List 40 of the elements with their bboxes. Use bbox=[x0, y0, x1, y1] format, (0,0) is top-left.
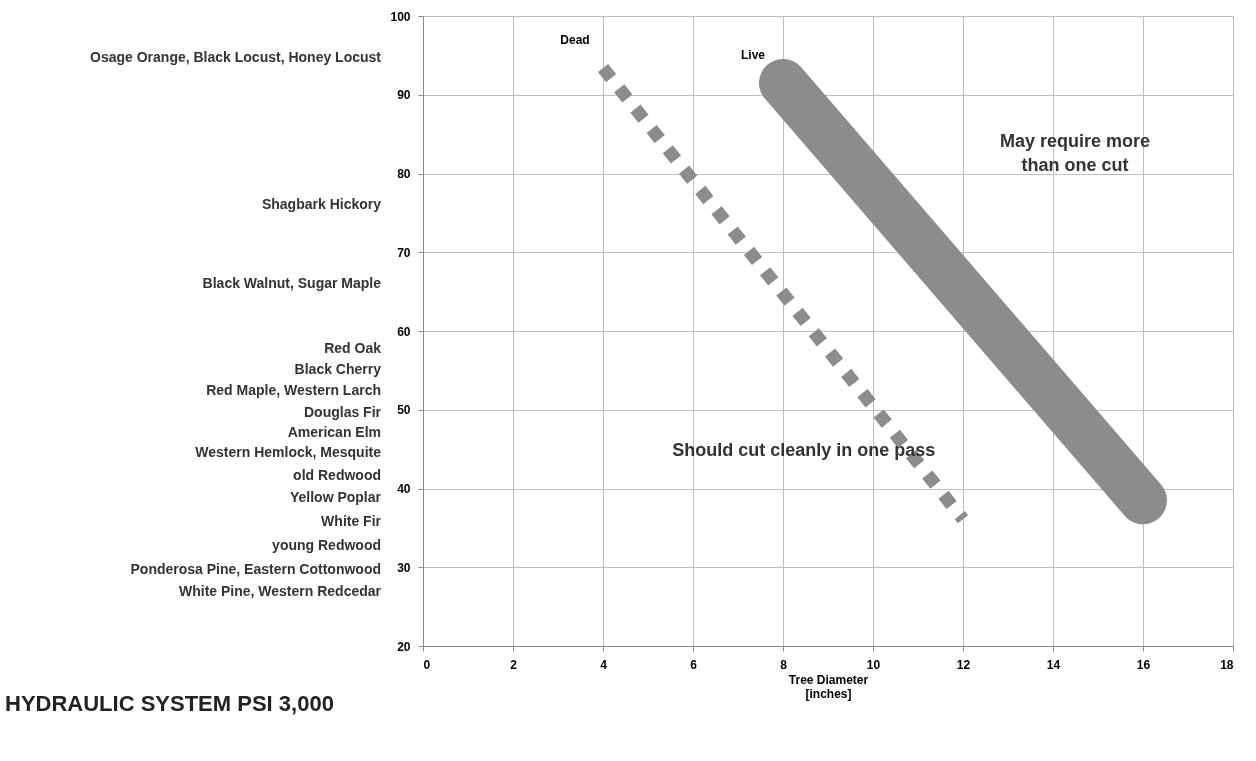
x-tick-label: 6 bbox=[690, 657, 698, 672]
text: Red Maple, Western Larch bbox=[206, 382, 381, 399]
y-tick-label: 60 bbox=[397, 324, 411, 339]
y-tick-label: 40 bbox=[397, 482, 411, 496]
x-tick-label: 14 bbox=[1046, 657, 1061, 672]
annotation: May require more than one cut bbox=[1000, 131, 1151, 175]
x-tick-label: 12 bbox=[956, 657, 971, 672]
text: Shagbark Hickory bbox=[261, 196, 382, 212]
text: HYDRAULIC SYSTEM PSI 3,000 bbox=[5, 691, 334, 716]
y-tick-label: 50 bbox=[397, 403, 411, 418]
x-tick-label: 2 bbox=[510, 657, 518, 672]
annotation: Should cut cleanly in one pass bbox=[672, 439, 936, 460]
y-tick-label: 100 bbox=[390, 9, 411, 24]
x-tick-label: 4 bbox=[600, 657, 608, 672]
x-tick-label: 18 bbox=[1220, 657, 1234, 672]
text: Western Hemlock, Mesquite bbox=[195, 444, 382, 461]
text: old Redwood bbox=[293, 466, 381, 483]
x-tick-label: 0 bbox=[423, 657, 431, 672]
text: Douglas Fir bbox=[303, 403, 382, 420]
text: Yellow Poplar bbox=[289, 488, 382, 505]
text: White Fir bbox=[321, 512, 382, 529]
x-tick-label: 16 bbox=[1136, 657, 1151, 672]
y-tick-label: 20 bbox=[397, 639, 411, 654]
y-tick-label: 30 bbox=[397, 560, 411, 575]
text: Live bbox=[740, 47, 766, 62]
y-tick-label: 90 bbox=[397, 88, 411, 103]
text: young Redwood bbox=[272, 536, 381, 553]
text: White Pine, Western Redcedar bbox=[178, 583, 382, 600]
text: Black Cherry bbox=[294, 361, 382, 378]
x-axis-title: Tree Diameter [inches] bbox=[788, 672, 869, 701]
text: Red Oak bbox=[324, 340, 382, 357]
text: Osage Orange, Black Locust, Honey Locust bbox=[90, 48, 382, 65]
y-tick-label: 80 bbox=[397, 167, 411, 181]
y-tick-label: 70 bbox=[397, 245, 411, 260]
text: Black Walnut, Sugar Maple bbox=[202, 274, 382, 291]
text: American Elm bbox=[287, 424, 381, 441]
x-tick-label: 10 bbox=[866, 657, 881, 672]
text: Ponderosa Pine, Eastern Cottonwood bbox=[130, 560, 381, 577]
x-tick-label: 8 bbox=[780, 657, 788, 672]
text: Dead bbox=[560, 32, 590, 47]
